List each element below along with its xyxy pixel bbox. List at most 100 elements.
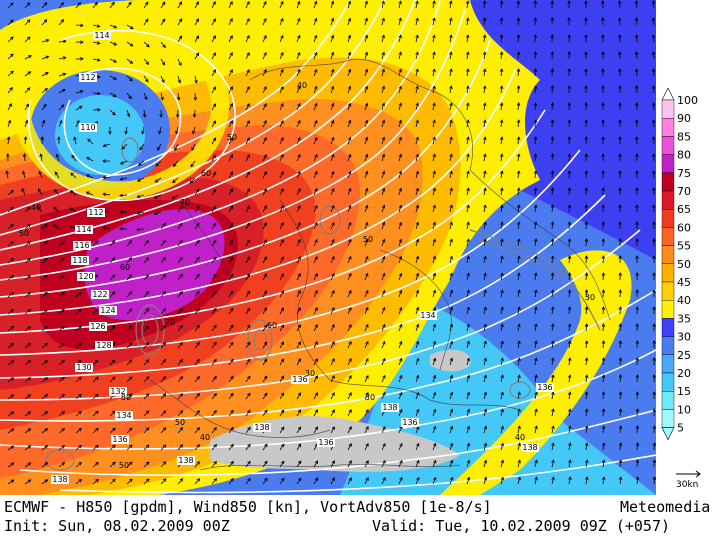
wind-arrow-head (465, 68, 470, 73)
wind-arrow (415, 137, 419, 145)
wind-arrow-head (567, 0, 571, 4)
height-label-bg (401, 418, 419, 427)
wind-arrow (279, 460, 285, 468)
wind-arrow-head (635, 391, 640, 395)
wind-arrow (160, 240, 166, 247)
wind-arrow-head (246, 273, 251, 278)
wind-arrow (58, 428, 65, 434)
wind-arrow (279, 324, 284, 332)
wind-arrow-head (499, 85, 504, 90)
legend-tick-label: 85 (677, 130, 691, 143)
wind-arrow-head (433, 442, 437, 447)
wind-arrow-head (247, 392, 251, 397)
wind-arrow-head (280, 188, 284, 192)
wind-arrow (330, 154, 335, 162)
wind-arrow (432, 273, 436, 281)
wind-arrow (330, 409, 335, 417)
wind-arrow-head (651, 68, 656, 72)
wind-arrow-head (297, 460, 302, 465)
wind-arrow (58, 120, 62, 128)
wind-arrow-head (415, 340, 420, 345)
wind-arrow (568, 409, 571, 417)
wind-arrow (143, 109, 146, 117)
wind-arrow (432, 120, 436, 128)
wind-arrow-head (60, 104, 65, 108)
wind-arrow (364, 375, 369, 383)
wind-arrow-head (43, 103, 47, 108)
wind-arrow (602, 323, 604, 332)
wind-arrow-head (500, 442, 504, 447)
wind-arrow-head (517, 289, 521, 294)
wind-arrow-head (466, 289, 470, 294)
wind-arrow-head (142, 114, 147, 118)
wind-arrow-head (281, 477, 285, 482)
wind-arrow-head (416, 442, 420, 447)
wind-arrow (41, 445, 48, 451)
wind-arrow (92, 359, 99, 366)
wind-arrow (296, 256, 301, 264)
wind-arrow-head (567, 119, 572, 123)
wind-arrow-head (129, 43, 134, 47)
wind-speed-label: 40 (515, 433, 525, 442)
wind-arrow (449, 222, 453, 230)
wind-arrow (500, 103, 503, 111)
wind-arrow-head (179, 375, 184, 380)
wind-arrow (7, 36, 14, 43)
wind-arrow (534, 34, 536, 43)
wind-arrow (157, 143, 162, 151)
wind-arrow-head (173, 163, 177, 168)
wind-arrow (568, 170, 570, 179)
wind-arrow-head (61, 342, 65, 347)
wind-arrow-head (415, 323, 420, 328)
wind-arrow (262, 52, 267, 60)
wind-arrow (41, 258, 48, 264)
wind-arrow-head (179, 222, 183, 227)
legend-tick-label: 100 (677, 94, 698, 107)
wind-arrow-head (59, 119, 63, 124)
wind-arrow-head (297, 443, 302, 448)
wind-arrow (534, 426, 537, 434)
wind-arrow (483, 188, 486, 196)
wind-arrow (330, 120, 334, 128)
wind-arrow-head (263, 17, 267, 22)
wind-arrow (449, 1, 452, 9)
wind-arrow-head (584, 68, 588, 72)
wind-arrow (432, 409, 436, 417)
wind-arrow (466, 1, 469, 9)
wind-arrow-head (162, 44, 166, 49)
wind-arrow-head (95, 478, 99, 483)
wind-arrow (177, 410, 183, 417)
wind-arrow (364, 460, 369, 468)
wind-arrow-head (500, 306, 504, 311)
legend-color-box (661, 354, 675, 374)
wind-arrow-head (567, 340, 572, 345)
wind-arrow (364, 239, 368, 247)
wind-arrow (449, 86, 452, 94)
wind-arrow-head (584, 272, 589, 276)
wind-arrow (7, 326, 14, 332)
wind-arrow (347, 426, 352, 434)
wind-arrow-head (113, 25, 118, 29)
wind-arrow (636, 408, 638, 417)
wind-arrow-head (567, 85, 571, 89)
wind-arrow (483, 120, 486, 128)
wind-arrow-head (314, 119, 318, 124)
wind-arrow-head (601, 51, 605, 55)
wind-arrow-head (331, 272, 335, 277)
height-label-bg (419, 311, 437, 320)
wind-arrow-head (297, 358, 301, 362)
wind-speed-label: 60 (201, 169, 211, 178)
wind-arrow (24, 71, 31, 77)
wind-arrow (313, 392, 318, 400)
wind-arrow (585, 477, 588, 485)
wind-arrow-head (102, 192, 107, 197)
wind-arrow (381, 477, 386, 485)
wind-arrow-head (229, 120, 233, 124)
wind-arrow-head (280, 375, 285, 380)
wind-arrow-head (212, 103, 217, 108)
wind-arrow (330, 307, 335, 315)
wind-arrow-head (618, 306, 623, 310)
wind-arrow (58, 411, 65, 417)
wind-arrow (517, 51, 520, 60)
wind-arrow-head (280, 85, 284, 90)
